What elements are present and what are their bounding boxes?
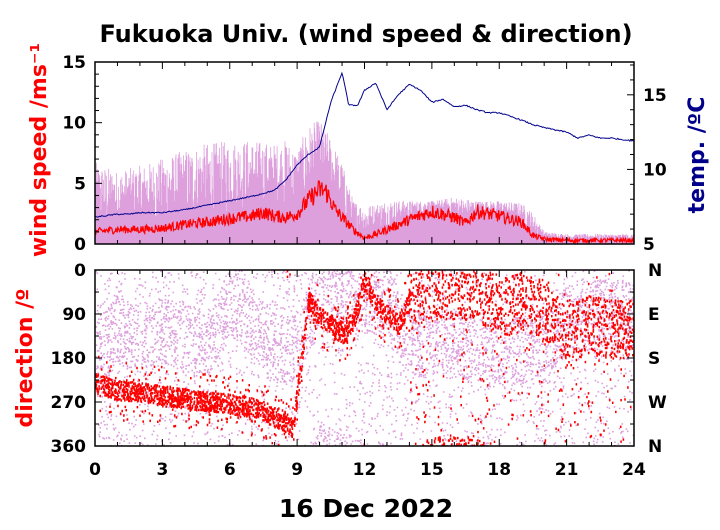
wind-speed-axis-label: wind speed /ms⁻¹	[27, 43, 52, 257]
bottom-panel: 0 90 180 270 360 N E S W N direction /º	[13, 261, 667, 457]
bottom-plot-area	[95, 270, 634, 446]
compass-tick-label: N	[648, 437, 662, 457]
compass-tick-label: E	[648, 305, 660, 325]
x-tick-label: 0	[89, 460, 101, 480]
direction-tick-label: 180	[51, 349, 87, 369]
x-tick-label: 15	[420, 460, 444, 480]
temperature-axis-label: temp. /ºC	[685, 97, 710, 214]
direction-tick-label: 360	[51, 437, 87, 457]
x-tick-label: 18	[487, 460, 511, 480]
mean-direction-scatter	[95, 270, 634, 446]
compass-tick-label: W	[648, 393, 667, 413]
direction-tick-label: 90	[62, 305, 86, 325]
x-tick-label: 12	[353, 460, 377, 480]
direction-tick-label: 270	[51, 393, 87, 413]
speed-tick-label: 5	[74, 174, 86, 194]
x-axis-ticks: 0 3 6 9 12 15 18 21 24	[89, 460, 646, 480]
gust-series	[95, 121, 634, 244]
temp-tick-label: 5	[643, 235, 655, 255]
speed-tick-label: 10	[62, 114, 86, 134]
compass-tick-label: N	[648, 261, 662, 281]
gust-direction-scatter	[95, 270, 634, 446]
mean-wind-series	[95, 180, 634, 244]
temperature-series	[95, 71, 634, 218]
x-axis-label: 16 Dec 2022	[279, 494, 453, 523]
chart-title: Fukuoka Univ. (wind speed & direction)	[99, 20, 632, 48]
temp-tick-label: 10	[643, 160, 667, 180]
x-tick-label: 3	[156, 460, 168, 480]
speed-tick-label: 0	[74, 235, 86, 255]
top-plot-area	[95, 71, 634, 244]
temp-tick-label: 15	[643, 86, 667, 106]
top-panel: 0 5 10 15 5 10 15 wind speed /ms⁻¹ temp. /ºC	[27, 43, 710, 257]
direction-axis-label: direction /º	[13, 288, 38, 427]
x-tick-label: 6	[224, 460, 236, 480]
compass-tick-label: S	[648, 349, 660, 369]
bottom-axis-ticks: 0 90 180 270 360 N E S W N	[51, 261, 668, 457]
x-tick-label: 9	[291, 460, 303, 480]
speed-tick-label: 15	[62, 53, 86, 73]
top-axis-ticks: 0 5 10 15 5 10 15	[62, 53, 667, 255]
x-tick-label: 24	[622, 460, 646, 480]
direction-tick-label: 0	[74, 261, 86, 281]
x-tick-label: 21	[555, 460, 579, 480]
